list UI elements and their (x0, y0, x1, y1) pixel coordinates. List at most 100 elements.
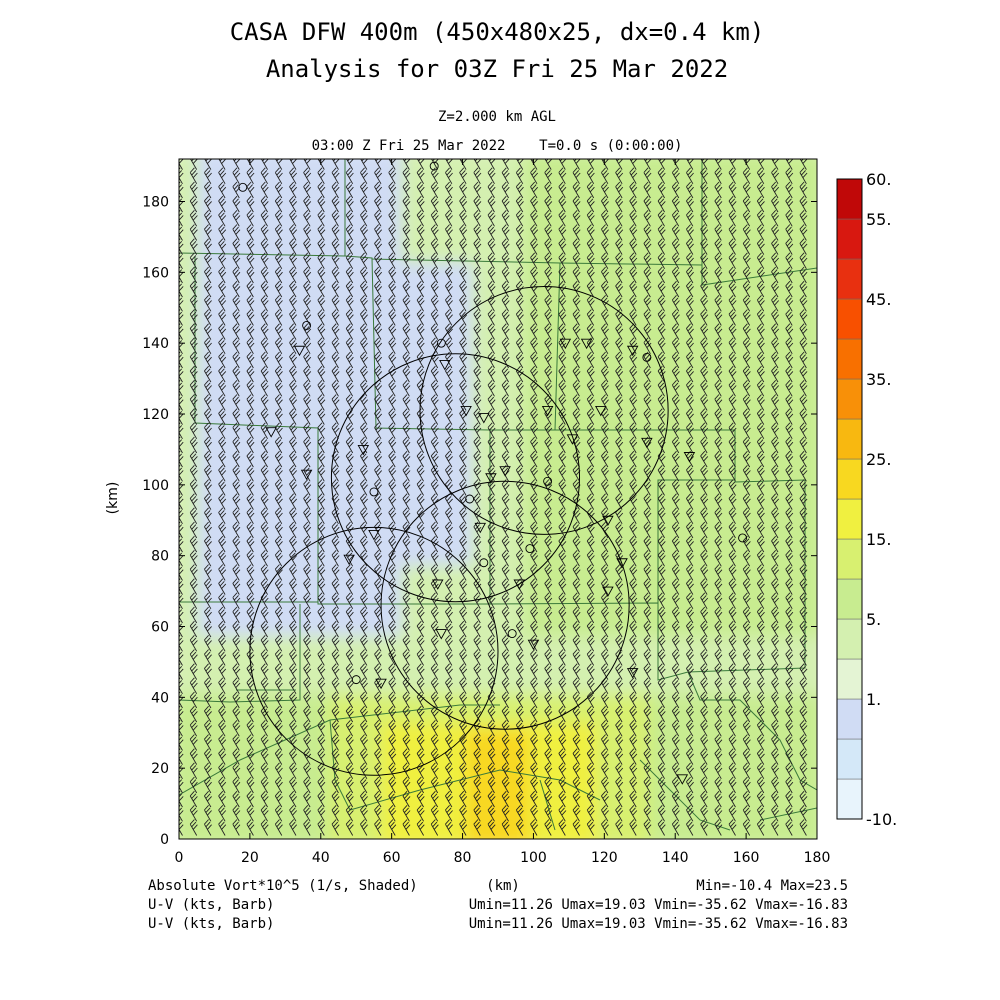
y-tick-label: 0 (160, 832, 169, 848)
x-tick-label: 0 (175, 850, 184, 866)
station-triangle (676, 774, 689, 785)
time-label: 03:00 Z Fri 25 Mar 2022 T=0.0 s (0:00:00… (312, 138, 683, 154)
station-triangle (265, 427, 277, 438)
station-circle (369, 487, 379, 497)
x-tick-label: 100 (520, 850, 547, 866)
colorbar-swatch (836, 178, 863, 220)
station-triangle (683, 452, 696, 463)
y-tick-label: 60 (151, 620, 169, 636)
station-triangle (431, 579, 444, 590)
station-triangle (527, 639, 540, 651)
x-tick-label: 80 (454, 850, 472, 866)
y-tick-label: 120 (142, 407, 169, 423)
station-triangle (435, 629, 448, 640)
colorbar-swatch (836, 538, 863, 580)
plot-frame (178, 158, 818, 840)
station-triangle (602, 586, 614, 598)
station-triangle (368, 529, 380, 541)
colorbar-label: 25. (866, 450, 891, 469)
station-circle (642, 352, 652, 362)
station-circle (507, 629, 517, 639)
chart-title: CASA DFW 400m (450x480x25, dx=0.4 km) (230, 18, 765, 46)
x-tick-label: 20 (241, 850, 259, 866)
radar-ring-1 (419, 286, 669, 535)
y-tick-label: 180 (142, 195, 169, 211)
colorbar-swatch (836, 298, 863, 340)
barb-stats-1: Umin=11.26 Umax=19.03 Vmin=-35.62 Vmax=-… (469, 897, 848, 913)
x-tick-label: 60 (383, 850, 401, 866)
colorbar-swatch (836, 258, 863, 300)
colorbar-swatch (836, 338, 863, 380)
x-tick-label: 120 (591, 850, 618, 866)
station-triangle (357, 444, 370, 456)
colorbar-label: 55. (866, 210, 891, 229)
barb-label-2: U-V (kts, Barb) (148, 916, 274, 932)
x-axis: 0 20 40 60 80 100 120 140 160 180 (175, 159, 831, 866)
colorbar-swatch (836, 618, 863, 660)
colorbar-label: -10. (866, 810, 897, 829)
barb-stats-2: Umin=11.26 Umax=19.03 Vmin=-35.62 Vmax=-… (469, 916, 848, 932)
colorbar-swatch (836, 578, 863, 620)
station-triangle (499, 466, 511, 477)
colorbar-swatch (836, 778, 863, 820)
colorbar-label: 5. (866, 610, 881, 629)
station-triangle (343, 554, 355, 566)
station-triangle (474, 522, 487, 534)
station-triangle (580, 338, 593, 350)
station-circle (429, 161, 439, 171)
station-triangle (626, 345, 639, 357)
y-tick-label: 140 (142, 336, 169, 352)
colorbar-swatch (836, 498, 863, 540)
station-triangle (641, 437, 653, 449)
chart-subtitle: Analysis for 03Z Fri 25 Mar 2022 (266, 55, 728, 83)
station-circle (238, 182, 248, 192)
x-tick-label: 160 (733, 850, 760, 866)
station-triangle (375, 678, 387, 690)
field-stats: Min=-10.4 Max=23.5 (696, 878, 848, 894)
plot-area (179, 159, 817, 839)
station-triangle (478, 413, 490, 424)
station-circle (465, 494, 475, 504)
colorbar-swatch (836, 658, 863, 700)
station-triangle (559, 338, 572, 350)
field-label: Absolute Vort*10^5 (1/s, Shaded) (148, 878, 418, 894)
field-region-northeast (523, 159, 817, 637)
y-tick-label: 80 (151, 549, 169, 565)
station-circle (302, 321, 312, 330)
station-circle (543, 476, 553, 486)
colorbar-swatch (836, 418, 863, 460)
colorbar-swatch (836, 698, 863, 740)
colorbar: 60. 55. 45. 35. 25. 15. 5. 1. -10. (836, 170, 897, 829)
colorbar-frame (836, 178, 863, 820)
station-triangle (626, 668, 639, 679)
y-tick-label: 100 (142, 478, 169, 494)
x-axis-label: (km) (486, 878, 520, 894)
colorbar-swatch (836, 218, 863, 260)
y-tick-label: 20 (151, 761, 169, 777)
x-tick-label: 40 (312, 850, 330, 866)
station-circle (525, 544, 535, 554)
station-markers (238, 161, 748, 785)
station-triangle (460, 406, 472, 417)
y-tick-label: 40 (151, 690, 169, 706)
colorbar-label: 45. (866, 290, 891, 309)
station-triangle (439, 359, 451, 371)
station-circle (351, 675, 361, 685)
station-triangle (616, 558, 628, 569)
x-tick-label: 180 (804, 850, 831, 866)
station-triangle (300, 469, 313, 481)
station-triangle (485, 473, 497, 484)
station-triangle (541, 406, 554, 417)
station-triangle (293, 345, 306, 357)
colorbar-swatch (836, 738, 863, 780)
y-tick-label: 160 (142, 265, 169, 281)
colorbar-swatch (836, 458, 863, 500)
station-triangle (602, 515, 614, 527)
colorbar-label: 35. (866, 370, 891, 389)
station-triangle (513, 579, 526, 590)
colorbar-label: 1. (866, 690, 881, 709)
colorbar-label: 60. (866, 170, 891, 189)
station-circle (436, 338, 446, 348)
level-label: Z=2.000 km AGL (438, 109, 556, 125)
